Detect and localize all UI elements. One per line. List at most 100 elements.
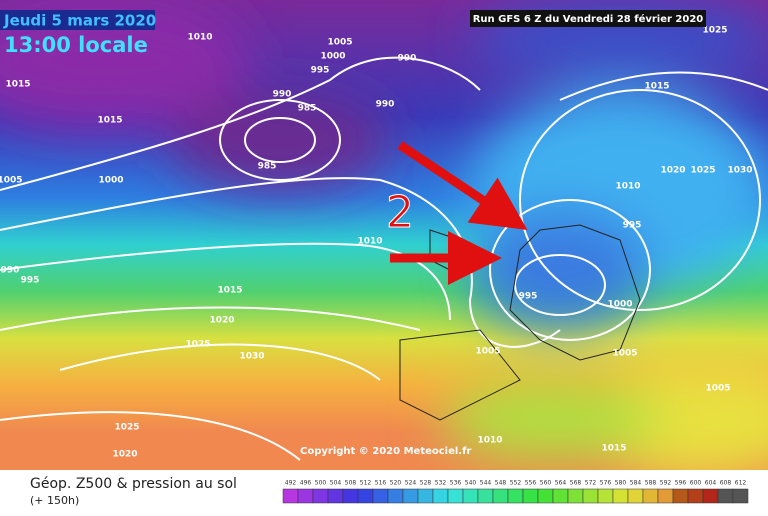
- legend-swatch: [657, 488, 674, 504]
- legend-swatch: [387, 488, 404, 504]
- legend-label: 580: [615, 480, 627, 487]
- annotation: 2: [386, 187, 414, 238]
- legend-label: 568: [570, 480, 582, 487]
- legend-swatch: [567, 488, 584, 504]
- legend-swatch: [642, 488, 659, 504]
- legend-swatch: [627, 488, 644, 504]
- isobar-label: 1015: [601, 444, 626, 454]
- isobar-label: 1025: [185, 340, 210, 350]
- legend-label: 504: [330, 480, 342, 487]
- legend-swatch: [327, 488, 344, 504]
- legend-swatch: [342, 488, 359, 504]
- legend-swatch: [582, 488, 599, 504]
- legend-swatch: [297, 488, 314, 504]
- isobar-label: 1005: [612, 349, 637, 359]
- arrow: [397, 141, 528, 230]
- legend-label: 560: [540, 480, 552, 487]
- legend-swatch: [507, 488, 524, 504]
- footer-title: Géop. Z500 & pression au sol: [30, 476, 237, 492]
- isobar-label: 990: [376, 100, 395, 110]
- isobar-label: 1030: [239, 352, 264, 362]
- legend-label: 544: [480, 480, 492, 487]
- isobar-label: 995: [519, 292, 538, 302]
- legend-label: 564: [555, 480, 567, 487]
- legend-label: 584: [630, 480, 642, 487]
- isobar-label: 1015: [5, 80, 30, 90]
- isobar-label: 1000: [320, 52, 345, 62]
- legend-swatch: [717, 488, 734, 504]
- date-box: [0, 10, 155, 30]
- legend-swatch: [537, 488, 554, 504]
- isobar-label: 990: [1, 266, 20, 276]
- legend-label: 512: [360, 480, 372, 487]
- isobar-label: 1010: [357, 237, 382, 247]
- legend-label: 540: [465, 480, 477, 487]
- isobar-label: 1015: [644, 82, 669, 92]
- isobar-label: 995: [311, 66, 330, 76]
- isobar-label: 1005: [0, 176, 23, 186]
- legend-label: 608: [720, 480, 732, 487]
- isobar-label: 1020: [112, 450, 137, 460]
- footer-subtitle: (+ 150h): [30, 494, 79, 507]
- isobar-label: 1010: [615, 182, 640, 192]
- legend-swatch: [312, 488, 329, 504]
- legend-label: 532: [435, 480, 447, 487]
- legend-swatch: [432, 488, 449, 504]
- isobar-label: 1025: [114, 423, 139, 433]
- legend-label: 556: [525, 480, 537, 487]
- isobar-label: 1000: [607, 300, 632, 310]
- legend-label: 528: [420, 480, 432, 487]
- isobar-label: 1020: [209, 316, 234, 326]
- legend-label: 596: [675, 480, 687, 487]
- isobar-label: 995: [21, 276, 40, 286]
- isobar-label: 1025: [690, 166, 715, 176]
- time: 13:00 locale: [4, 33, 148, 57]
- legend-swatch: [492, 488, 509, 504]
- legend-label: 500: [315, 480, 327, 487]
- run-box: [470, 10, 706, 27]
- legend-swatch: [597, 488, 614, 504]
- date: Jeudi 5 mars 2020: [3, 12, 156, 30]
- legend-label: 516: [375, 480, 387, 487]
- isobar-label: 990: [398, 54, 417, 64]
- legend-swatch: [702, 488, 719, 504]
- run-info: Run GFS 6 Z du Vendredi 28 février 2020: [473, 13, 704, 25]
- legend-label: 592: [660, 480, 672, 487]
- legend-swatch: [522, 488, 539, 504]
- legend-label: 492: [285, 480, 297, 487]
- legend-label: 572: [585, 480, 597, 487]
- legend-swatch: [447, 488, 464, 504]
- legend-label: 536: [450, 480, 462, 487]
- legend-swatch: [402, 488, 419, 504]
- legend-swatch: [552, 488, 569, 504]
- legend-label: 612: [735, 480, 747, 487]
- isobar-label: 1030: [727, 166, 752, 176]
- isobar-label: 1005: [705, 384, 730, 394]
- legend-swatch: [357, 488, 374, 504]
- legend-swatch: [372, 488, 389, 504]
- isobar-label: 985: [298, 104, 317, 114]
- isobar-label: 1010: [187, 33, 212, 43]
- legend-label: 524: [405, 480, 417, 487]
- legend-swatch: [462, 488, 479, 504]
- isobar-label: 1020: [660, 166, 685, 176]
- legend-label: 576: [600, 480, 612, 487]
- legend-label: 548: [495, 480, 507, 487]
- legend-swatch: [687, 488, 704, 504]
- isobar-label: 1000: [98, 176, 123, 186]
- legend-label: 520: [390, 480, 402, 487]
- legend-swatch: [732, 488, 749, 504]
- isobar-label: 985: [258, 162, 277, 172]
- isobar-label: 1005: [327, 38, 352, 48]
- legend-label: 600: [690, 480, 702, 487]
- legend-swatch: [417, 488, 434, 504]
- legend-label: 552: [510, 480, 522, 487]
- legend-label: 604: [705, 480, 717, 487]
- legend-swatch: [612, 488, 629, 504]
- legend-label: 508: [345, 480, 357, 487]
- copyright: Copyright © 2020 Meteociel.fr: [300, 446, 471, 457]
- legend-swatch: [282, 488, 299, 504]
